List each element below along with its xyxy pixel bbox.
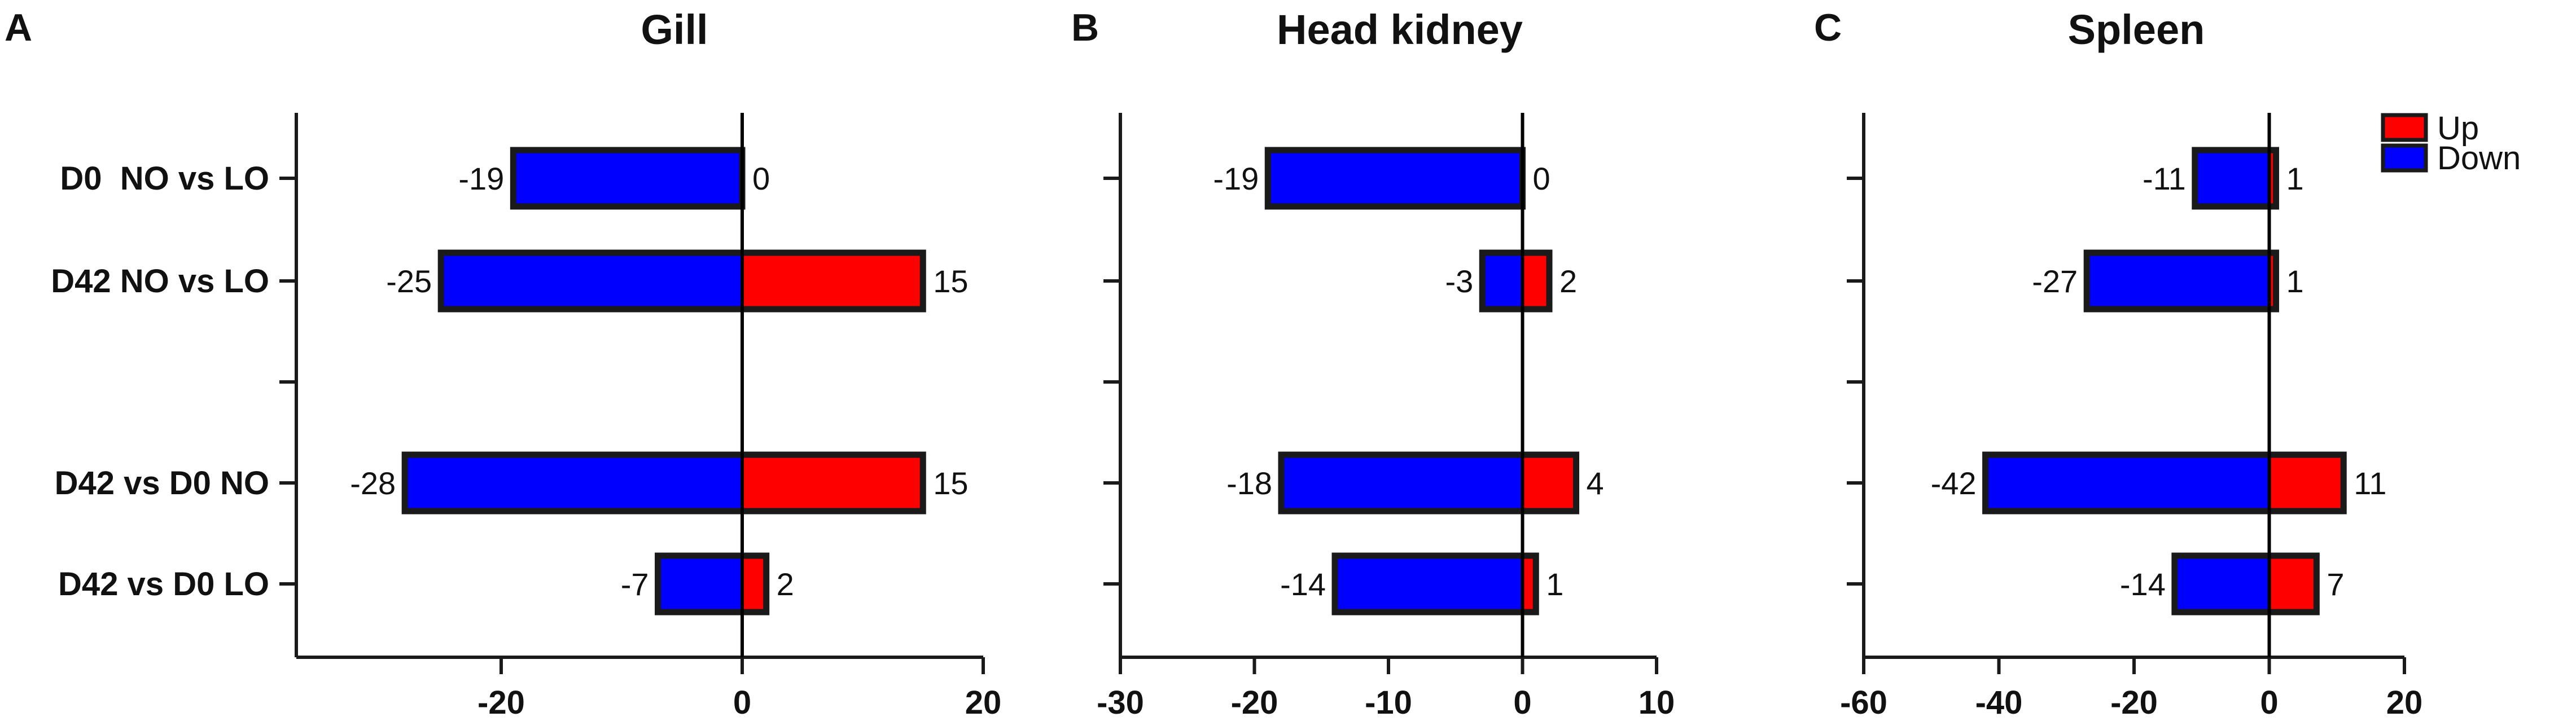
- bar-up: [742, 253, 923, 309]
- data-label-up: 1: [2286, 263, 2303, 299]
- bar-up: [2269, 556, 2317, 612]
- data-label-down: -42: [1931, 465, 1977, 501]
- data-label-down: -7: [621, 566, 649, 602]
- bar-up: [742, 455, 923, 511]
- x-tick-label: 0: [733, 684, 751, 721]
- bar-outline: [2083, 249, 2279, 313]
- data-label-up: 1: [1546, 566, 1563, 602]
- bar-down: [658, 556, 742, 612]
- panel-c: C Spleen -60 -40 -20 0 20 -11 1 -27 1 -42 11 -14 7: [1814, 6, 2422, 721]
- data-label-up: 15: [933, 465, 968, 501]
- x-tick-label: -40: [1975, 684, 2023, 721]
- data-label-up: 0: [752, 161, 770, 196]
- bar-down: [1985, 455, 2270, 511]
- bar-outline: [655, 552, 770, 616]
- data-label-up: 2: [1559, 263, 1577, 299]
- bar-down: [1268, 150, 1523, 206]
- bar-up: [1522, 556, 1536, 612]
- category-label: D42 NO vs LO: [51, 263, 269, 300]
- data-label-down: -19: [1213, 161, 1259, 196]
- legend-label-up: Up: [2437, 110, 2479, 147]
- legend-label-down: Down: [2437, 140, 2521, 177]
- data-label-up: 7: [2327, 566, 2344, 602]
- x-tick-label: -20: [2110, 684, 2158, 721]
- x-tick-label: -10: [1365, 684, 1412, 721]
- bar-up: [2269, 253, 2276, 309]
- bar-down: [1335, 556, 1523, 612]
- category-label: D42 vs D0 LO: [58, 566, 269, 603]
- legend-swatch-up: [2381, 113, 2428, 142]
- bar-down: [405, 455, 742, 511]
- bar-down: [2174, 556, 2270, 612]
- data-label-down: -18: [1226, 465, 1272, 501]
- panel-letter: C: [1814, 6, 1842, 49]
- bar-down: [513, 150, 742, 206]
- bar-outline: [2192, 147, 2279, 210]
- data-label-up: 4: [1587, 465, 1604, 501]
- bar-outline: [1331, 552, 1539, 616]
- category-label: D42 vs D0 NO: [55, 465, 269, 502]
- x-tick-label: -20: [477, 684, 525, 721]
- chart-panels: A Gill D0 NO vs LO D42 NO vs LO D42 vs D0 NO…: [5, 6, 2422, 721]
- bar-up: [2269, 455, 2344, 511]
- x-tick-label: 0: [1513, 684, 1531, 721]
- bar-up: [1522, 455, 1576, 511]
- x-tick-label: -60: [1840, 684, 1887, 721]
- bar-outline: [401, 451, 926, 515]
- bar-down: [1482, 253, 1523, 309]
- data-label-down: -25: [386, 263, 432, 299]
- bar-up: [2269, 150, 2276, 206]
- data-label-up: 2: [777, 566, 794, 602]
- panel-title: Gill: [641, 6, 708, 53]
- panel-title: Spleen: [2068, 6, 2205, 53]
- data-label-down: -14: [1280, 566, 1326, 602]
- x-tick-label: -20: [1231, 684, 1278, 721]
- bar-up: [1522, 253, 1549, 309]
- legend-swatch-down: [2381, 143, 2428, 173]
- bar-outline: [1479, 249, 1553, 313]
- x-tick-label: 10: [1639, 684, 1675, 721]
- data-label-down: -3: [1445, 263, 1473, 299]
- bar-up: [742, 556, 766, 612]
- data-label-up: 1: [2286, 161, 2303, 196]
- panel-letter: B: [1071, 6, 1099, 49]
- category-label: D0 NO vs LO: [60, 160, 269, 197]
- data-label-down: -19: [458, 161, 504, 196]
- bar-outline: [437, 249, 926, 313]
- bar-down: [1281, 455, 1523, 511]
- bar-down: [441, 253, 742, 309]
- legend: Up Down: [2381, 110, 2521, 177]
- bar-down: [2087, 253, 2270, 309]
- bar-outline: [1982, 451, 2347, 515]
- data-label-up: 15: [933, 263, 968, 299]
- x-tick-label: -30: [1097, 684, 1144, 721]
- panel-title: Head kidney: [1277, 6, 1523, 53]
- data-label-up: 11: [2354, 465, 2386, 501]
- data-label-down: -27: [2032, 263, 2078, 299]
- panel-a: A Gill D0 NO vs LO D42 NO vs LO D42 vs D0 NO…: [5, 6, 1001, 721]
- data-label-up: 0: [1533, 161, 1550, 196]
- x-tick-label: 20: [2386, 684, 2423, 721]
- bar-outline: [1278, 451, 1579, 515]
- panel-b: B Head kidney -30 -20 -10 0 10 -19 0 -3 2 -18 4 -14 1: [1071, 6, 1675, 721]
- data-label-down: -14: [2120, 566, 2166, 602]
- bar-outline: [2171, 552, 2320, 616]
- data-label-down: -28: [350, 465, 396, 501]
- bar-down: [2194, 150, 2270, 206]
- x-tick-label: 0: [2260, 684, 2278, 721]
- data-label-down: -11: [2143, 161, 2186, 196]
- panel-letter: A: [5, 6, 32, 49]
- x-tick-label: 20: [965, 684, 1002, 721]
